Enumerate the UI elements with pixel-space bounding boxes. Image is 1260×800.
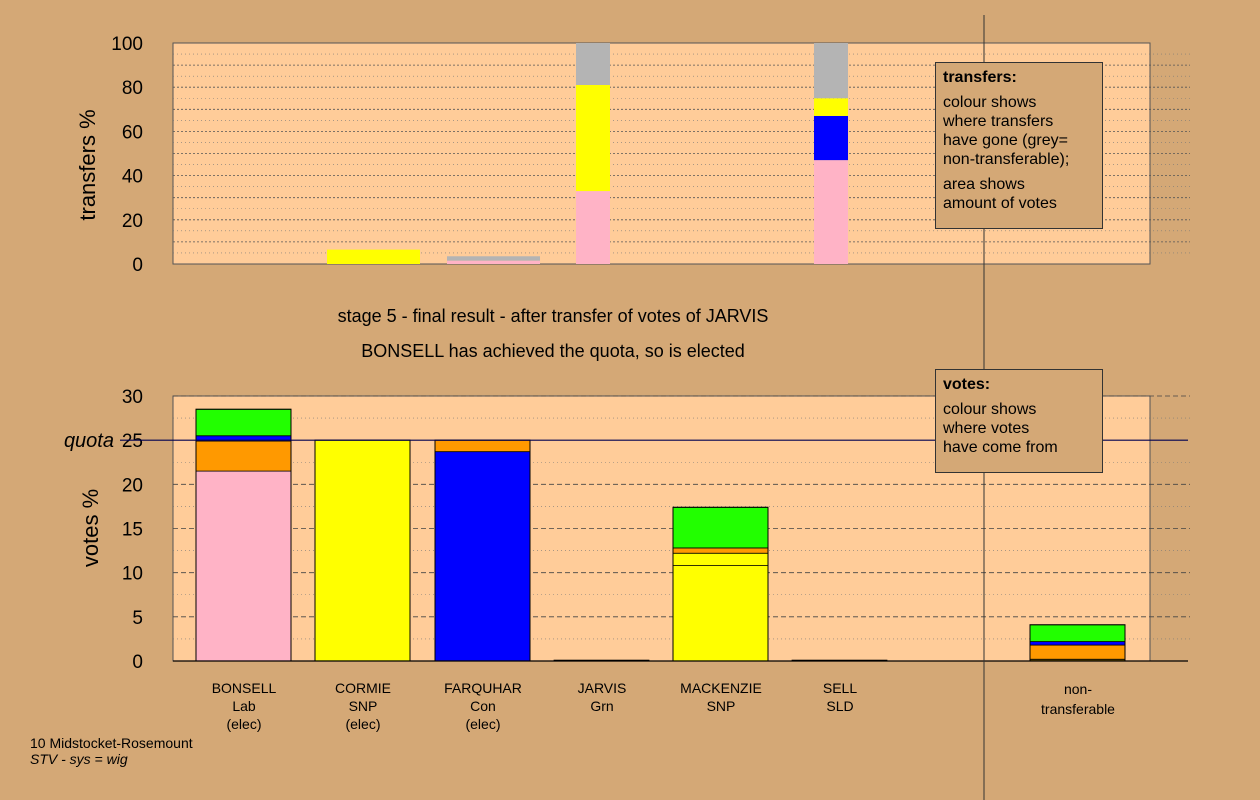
votes-ylabel: votes % (78, 489, 103, 567)
transfers-ylabel: transfers % (75, 109, 100, 220)
transfers-legend-line: amount of votes (943, 195, 1057, 212)
transfer-bar-segment (576, 43, 610, 85)
vote-bar-segment (1029, 624, 1126, 642)
transfers-legend-line: have gone (grey= (943, 132, 1068, 149)
votes-tick-label: 20 (122, 475, 143, 496)
candidate-party: SNP (348, 698, 378, 714)
stage-caption: stage 5 - final result - after transfer … (337, 306, 769, 326)
transfers-tick-label: 0 (132, 255, 143, 276)
candidate-name: FARQUHAR (444, 680, 522, 696)
candidate-name: JARVIS (577, 680, 627, 696)
vote-bar-segment (672, 547, 769, 554)
vote-bar-segment (672, 506, 769, 549)
votes-legend-title: votes: (943, 376, 991, 393)
vote-bar-segment (195, 408, 292, 437)
candidate-name: SELL (822, 680, 858, 696)
transfer-bar-segment (814, 43, 848, 99)
votes-tick-label: 15 (122, 520, 143, 541)
votes-tick-label: 0 (132, 652, 143, 673)
candidate-status: (elec) (226, 716, 262, 732)
votes-legend-line: where votes (943, 420, 1030, 437)
transfers-legend-line: area shows (943, 176, 1025, 193)
candidate-label-jarvis: JARVIS Grn (537, 679, 667, 715)
candidate-party: SLD (826, 698, 854, 714)
transfers-tick-label: 100 (111, 34, 143, 55)
candidate-name: non- (1063, 681, 1093, 697)
quota-label: quota (64, 430, 114, 452)
candidate-party: transferable (1041, 701, 1115, 717)
transfer-bar-segment (814, 98, 848, 116)
transfers-legend-line: non-transferable); (943, 151, 1070, 168)
candidate-status: (elec) (345, 716, 381, 732)
vote-bar-segment (1029, 644, 1126, 660)
candidate-party: Lab (232, 698, 256, 714)
transfer-bar-segment (447, 256, 540, 261)
candidate-name: BONSELL (211, 680, 277, 696)
transfers-tick-label: 20 (122, 211, 143, 232)
result-caption: BONSELL has achieved the quota, so is el… (361, 341, 745, 361)
votes-legend: votes: colour shows where votes have com… (935, 369, 1103, 473)
vote-bar-segment (434, 451, 531, 662)
candidate-label-non-transferable: non- transferable (1013, 679, 1143, 719)
votes-legend-line: have come from (943, 439, 1058, 456)
transfers-legend-title: transfers: (943, 69, 1017, 86)
candidate-label-sell: SELL SLD (775, 679, 905, 715)
vote-bar-segment (314, 439, 411, 662)
transfer-bar-segment (447, 260, 540, 264)
transfers-tick-label: 40 (122, 167, 143, 188)
transfer-bar-segment (327, 249, 420, 264)
votes-tick-label: 30 (122, 387, 143, 408)
transfers-legend-line: where transfers (943, 113, 1054, 130)
transfers-tick-label: 80 (122, 78, 143, 99)
vote-bar-segment (434, 439, 531, 453)
transfer-bar-segment (814, 160, 848, 264)
transfers-legend: transfers: colour shows where transfers … (935, 62, 1103, 229)
transfer-bar-segment (814, 115, 848, 161)
candidate-party: SNP (706, 698, 736, 714)
transfer-bar-segment (576, 84, 610, 192)
candidate-name: MACKENZIE (680, 680, 762, 696)
transfers-legend-line: colour shows (943, 94, 1037, 111)
votes-legend-line: colour shows (943, 401, 1037, 418)
vote-bar-segment (195, 470, 292, 662)
candidate-label-farquhar: FARQUHAR Con (elec) (418, 679, 548, 733)
votes-tick-label: 25 (122, 431, 143, 452)
vote-bar-segment (672, 565, 769, 662)
vote-bar-segment (672, 552, 769, 567)
candidate-label-mackenzie: MACKENZIE SNP (656, 679, 786, 715)
transfers-tick-label: 60 (122, 122, 143, 143)
candidate-name: CORMIE (335, 680, 391, 696)
vote-bar-segment (1029, 641, 1126, 646)
transfer-bar-segment (576, 191, 610, 264)
candidate-status: (elec) (465, 716, 501, 732)
vote-bar-segment (195, 440, 292, 472)
candidate-label-cormie: CORMIE SNP (elec) (298, 679, 428, 733)
candidate-label-bonsell: BONSELL Lab (elec) (179, 679, 309, 733)
votes-tick-label: 5 (132, 608, 143, 629)
ward-name: 10 Midstocket-Rosemount (30, 735, 193, 751)
system-label: STV - sys = wig (30, 751, 128, 767)
candidate-party: Grn (590, 698, 614, 714)
votes-tick-label: 10 (122, 564, 143, 585)
candidate-party: Con (470, 698, 496, 714)
